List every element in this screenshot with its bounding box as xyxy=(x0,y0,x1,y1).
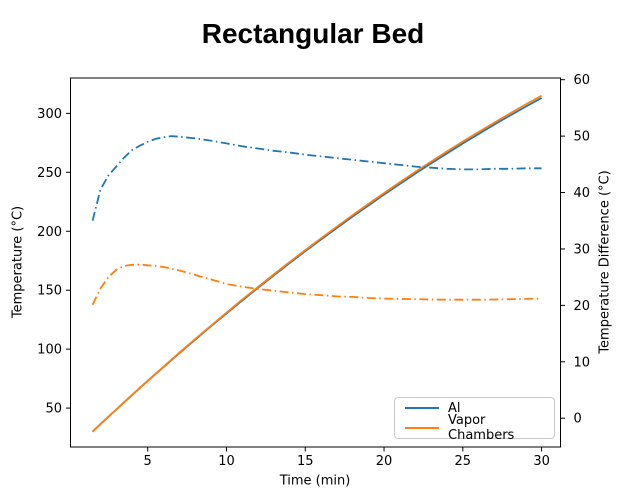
y-axis-label-left: Temperature (°C) xyxy=(10,205,26,319)
series-line-vapor-chambers-temperature-difference xyxy=(91,263,542,306)
y-right-tick-label: 0 xyxy=(574,412,582,427)
x-tick-label: 30 xyxy=(533,454,550,469)
y-right-tick-label: 20 xyxy=(574,299,591,314)
legend-label-vapor-chambers: Vapor Chambers xyxy=(448,413,515,443)
y-right-tick-label: 10 xyxy=(574,355,591,370)
x-tick-label: 25 xyxy=(455,454,472,469)
x-tick-label: 20 xyxy=(376,454,393,469)
y-left-tick-label: 250 xyxy=(37,166,62,181)
legend-item-vapor-chambers: Vapor Chambers xyxy=(405,413,554,443)
y-left-tick-label: 100 xyxy=(37,343,62,358)
chart-title: Rectangular Bed xyxy=(201,18,425,49)
y-right-tick-label: 30 xyxy=(574,242,591,257)
plot-border xyxy=(70,77,561,448)
y-left-tick-label: 300 xyxy=(37,107,62,122)
series-line-vapor-chambers-temperature xyxy=(91,94,543,433)
y-left-tick-label: 150 xyxy=(37,284,62,299)
x-axis-label: Time (min) xyxy=(279,473,351,489)
series-line-al-temperature xyxy=(91,97,543,433)
x-tick-label: 15 xyxy=(297,454,314,469)
vapor-chambers-line-swatch-icon xyxy=(405,427,439,429)
y-left-tick-label: 50 xyxy=(45,402,62,417)
x-tick-label: 10 xyxy=(218,454,235,469)
y-right-tick-label: 60 xyxy=(574,73,591,88)
y-left-tick-label: 200 xyxy=(37,225,62,240)
legend-item-al: Al xyxy=(405,401,554,416)
al-line-swatch-icon xyxy=(405,407,439,409)
x-tick-label: 5 xyxy=(144,454,152,469)
legend-label-al: Al xyxy=(448,400,461,416)
y-right-tick-label: 50 xyxy=(574,130,591,145)
series-line-al-temperature-difference xyxy=(91,135,542,221)
legend: Al Vapor Chambers xyxy=(394,397,555,443)
y-axis-label-right: Temperature Difference (°C) xyxy=(597,170,613,354)
y-right-tick-label: 40 xyxy=(574,186,591,201)
